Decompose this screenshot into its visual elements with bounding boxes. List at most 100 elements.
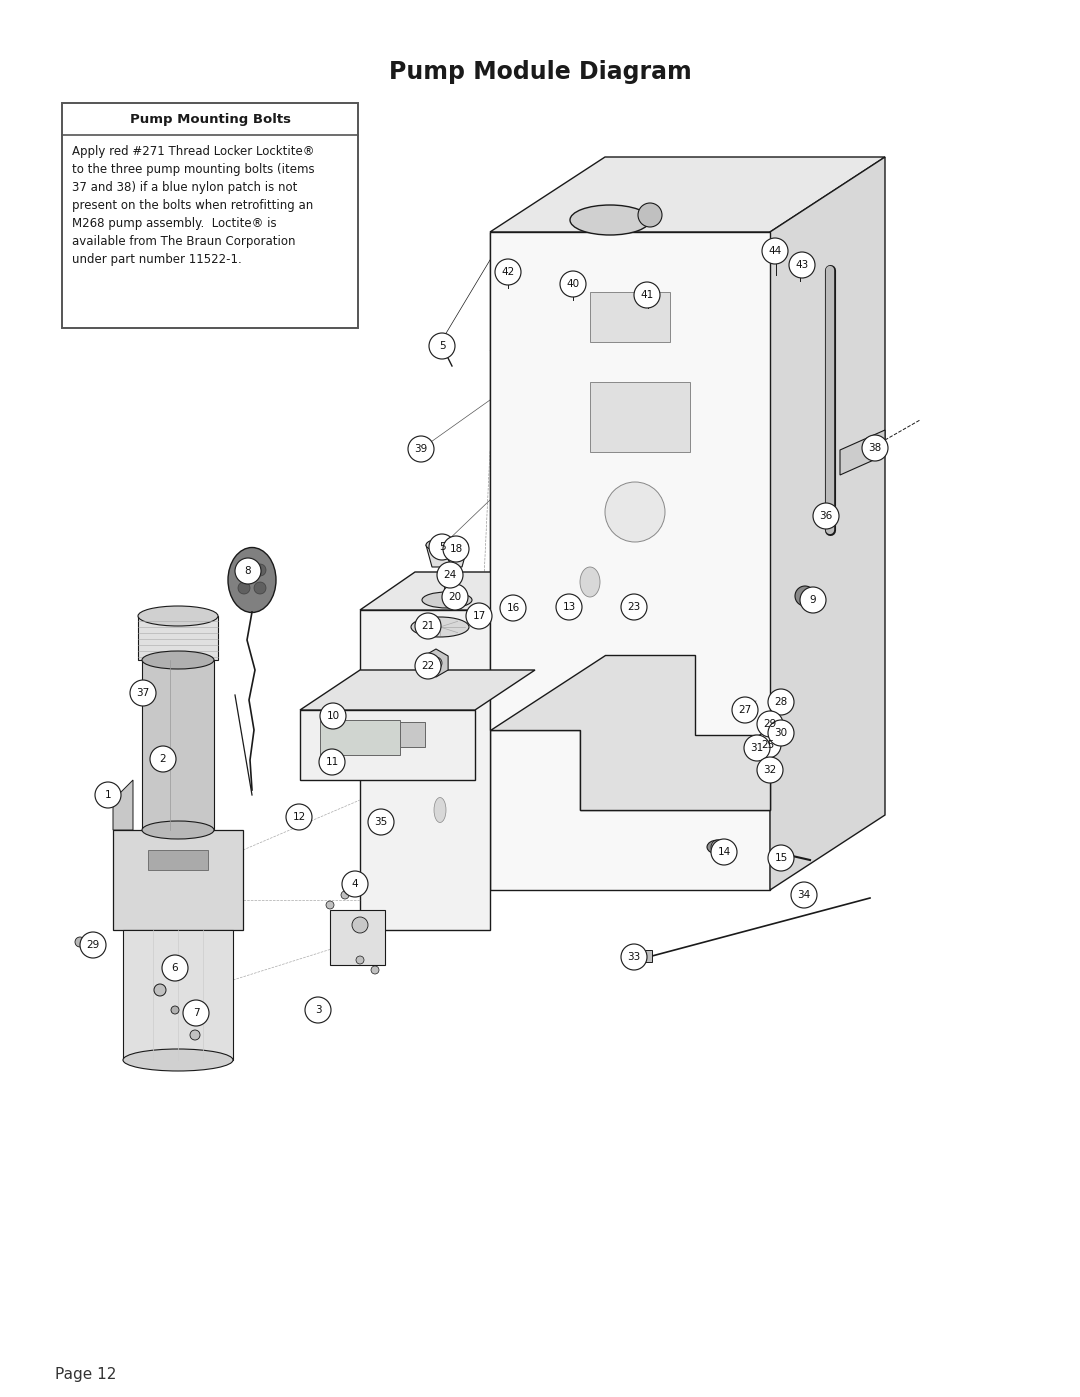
Text: 30: 30 [774, 728, 787, 738]
Ellipse shape [580, 567, 600, 597]
Bar [113, 830, 243, 930]
Text: 8: 8 [245, 566, 252, 576]
Circle shape [352, 916, 368, 933]
Ellipse shape [426, 538, 468, 552]
Ellipse shape [434, 798, 446, 823]
Text: 25: 25 [761, 740, 774, 750]
Circle shape [757, 757, 783, 782]
Circle shape [621, 944, 647, 970]
Text: 21: 21 [421, 622, 434, 631]
Circle shape [368, 809, 394, 835]
Circle shape [755, 732, 781, 759]
Text: 22: 22 [421, 661, 434, 671]
Circle shape [356, 956, 364, 964]
Polygon shape [770, 156, 885, 890]
Bar [444, 583, 450, 591]
Text: 18: 18 [449, 543, 462, 555]
Text: 41: 41 [640, 291, 653, 300]
Circle shape [556, 594, 582, 620]
Circle shape [762, 237, 788, 264]
Circle shape [408, 436, 434, 462]
Text: Apply red #271 Thread Locker Locktite®
to the three pump mounting bolts (items
3: Apply red #271 Thread Locker Locktite® t… [72, 145, 314, 265]
Text: 29: 29 [764, 719, 777, 729]
Bar [590, 381, 690, 453]
Text: 43: 43 [795, 260, 809, 270]
Circle shape [767, 763, 777, 773]
Bar [375, 690, 430, 731]
Polygon shape [840, 430, 885, 475]
Circle shape [254, 583, 266, 594]
Polygon shape [490, 655, 770, 810]
Text: 23: 23 [627, 602, 640, 612]
Text: Pump Mounting Bolts: Pump Mounting Bolts [130, 113, 291, 126]
Circle shape [795, 258, 805, 268]
Circle shape [171, 1006, 179, 1014]
Bar [141, 659, 214, 830]
Polygon shape [113, 780, 133, 830]
Text: 4: 4 [352, 879, 359, 888]
Circle shape [150, 746, 176, 773]
Text: 36: 36 [820, 511, 833, 521]
Text: 35: 35 [375, 817, 388, 827]
Text: 5: 5 [438, 341, 445, 351]
Circle shape [429, 534, 455, 560]
Circle shape [768, 845, 794, 870]
Polygon shape [300, 710, 475, 780]
Circle shape [507, 599, 514, 608]
Text: Page 12: Page 12 [55, 1368, 117, 1383]
Text: 10: 10 [326, 711, 339, 721]
Ellipse shape [570, 205, 650, 235]
Circle shape [372, 965, 379, 974]
Circle shape [438, 541, 446, 549]
Circle shape [495, 258, 521, 285]
Circle shape [771, 251, 781, 263]
Text: 20: 20 [448, 592, 461, 602]
Text: 44: 44 [768, 246, 782, 256]
Circle shape [500, 595, 526, 622]
Circle shape [429, 332, 455, 359]
Polygon shape [360, 571, 545, 610]
Circle shape [744, 735, 770, 761]
Ellipse shape [138, 606, 218, 626]
Text: 24: 24 [444, 570, 457, 580]
Circle shape [753, 739, 762, 749]
Text: 39: 39 [415, 444, 428, 454]
Text: 11: 11 [325, 757, 339, 767]
Text: 13: 13 [563, 602, 576, 612]
Circle shape [438, 339, 446, 348]
Circle shape [791, 882, 816, 908]
Text: 37: 37 [136, 687, 150, 698]
Circle shape [238, 564, 249, 576]
Circle shape [415, 652, 441, 679]
Circle shape [442, 584, 468, 610]
Ellipse shape [772, 849, 788, 861]
Circle shape [472, 606, 480, 615]
Bar [148, 849, 208, 870]
Circle shape [789, 251, 815, 278]
Circle shape [341, 891, 349, 900]
Circle shape [238, 583, 249, 594]
Circle shape [762, 715, 773, 725]
Text: 5: 5 [438, 542, 445, 552]
Circle shape [342, 870, 368, 897]
Circle shape [286, 805, 312, 830]
Text: 9: 9 [810, 595, 816, 605]
Circle shape [320, 703, 346, 729]
Circle shape [777, 693, 786, 703]
Polygon shape [360, 610, 490, 930]
Text: 31: 31 [751, 743, 764, 753]
Circle shape [568, 277, 578, 286]
Circle shape [795, 585, 815, 606]
Text: 17: 17 [472, 610, 486, 622]
Circle shape [605, 482, 665, 542]
Text: 15: 15 [774, 854, 787, 863]
Ellipse shape [707, 840, 729, 854]
Circle shape [768, 719, 794, 746]
Circle shape [415, 613, 441, 638]
Polygon shape [490, 156, 885, 232]
Circle shape [630, 598, 640, 608]
Bar [400, 722, 426, 747]
Circle shape [757, 711, 783, 738]
Circle shape [326, 901, 334, 909]
Circle shape [95, 782, 121, 807]
